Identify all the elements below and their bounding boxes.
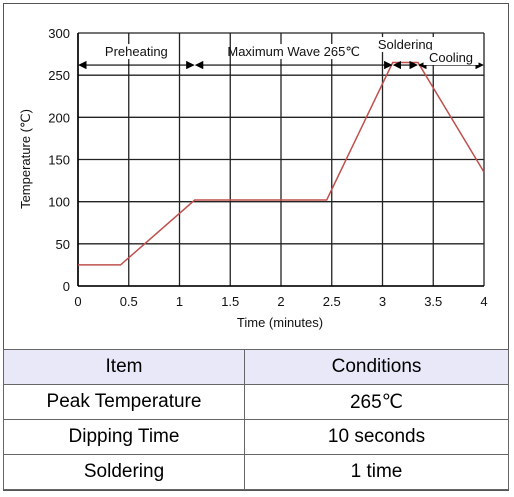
table-cell: 265℃ — [244, 384, 509, 420]
phase-label: Cooling — [429, 50, 473, 65]
column-header-item: Item — [3, 349, 245, 385]
x-tick-label: 2.5 — [323, 294, 341, 309]
temperature-profile-chart: 0 0.5 1 1.5 2 2.5 3 3.5 4 0 50 100 150 200 250 300 Preh… — [18, 26, 488, 330]
table-cell: 10 seconds — [244, 419, 509, 455]
temperature-profile-line — [78, 61, 485, 266]
chart-annotations: Preheating Maximum Wave 265℃ SolderingCool… — [78, 37, 484, 70]
y-tick-label: 250 — [48, 68, 70, 83]
phase-label: Preheating — [105, 44, 168, 59]
x-axis-label: Time (minutes) — [237, 315, 323, 330]
column-header-conditions: Conditions — [244, 349, 509, 385]
phase-label-background — [231, 44, 357, 60]
conditions-table: Item Conditions Peak Temperature 265℃ Di… — [3, 349, 509, 490]
table-cell: 1 time — [244, 454, 509, 490]
chart-series — [78, 61, 485, 266]
y-axis-label: Temperature (℃) — [18, 109, 33, 209]
table-cell: Peak Temperature — [3, 384, 245, 420]
x-tick-label: 4 — [480, 294, 487, 309]
phase-label-background — [423, 50, 479, 66]
phase-label-background — [98, 44, 175, 60]
phase-label: Soldering — [378, 37, 433, 52]
figure-frame — [3, 3, 509, 491]
y-tick-label: 50 — [56, 237, 70, 252]
table-row: Peak Temperature 265℃ — [3, 384, 509, 420]
phase-label-background — [370, 37, 440, 53]
y-tick-label: 200 — [48, 110, 70, 125]
table-cell: Soldering — [3, 454, 245, 490]
table-header-row: Item Conditions — [3, 349, 509, 385]
table-cell: Dipping Time — [3, 419, 245, 455]
y-tick-label: 300 — [48, 26, 70, 41]
chart-tick-labels: 0 0.5 1 1.5 2 2.5 3 3.5 4 0 50 100 150 200 250 300 — [48, 26, 487, 309]
table-row: Soldering 1 time — [3, 454, 509, 490]
phase-label: Maximum Wave 265℃ — [227, 44, 360, 59]
x-tick-label: 2 — [277, 294, 284, 309]
x-tick-label: 3 — [379, 294, 386, 309]
y-tick-label: 0 — [63, 279, 70, 294]
x-tick-label: 3.5 — [424, 294, 442, 309]
chart-axes — [77, 33, 484, 287]
x-tick-label: 1 — [176, 294, 183, 309]
x-tick-label: 1.5 — [221, 294, 239, 309]
y-tick-label: 100 — [48, 195, 70, 210]
y-tick-label: 150 — [48, 153, 70, 168]
x-tick-label: 0.5 — [120, 294, 138, 309]
table-row: Dipping Time 10 seconds — [3, 419, 509, 455]
x-tick-label: 0 — [74, 294, 81, 309]
